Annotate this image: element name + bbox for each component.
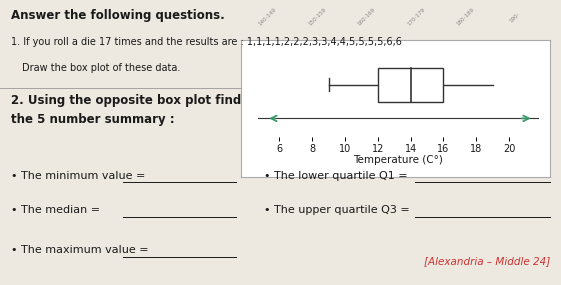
Text: • The minimum value =: • The minimum value = bbox=[11, 171, 146, 181]
Text: 150-159: 150-159 bbox=[307, 7, 327, 27]
Text: • The median =: • The median = bbox=[11, 205, 100, 215]
Text: 1. If you roll a die 17 times and the results are : 1,1,1,1,2,2,2,3,3,4,4,5,5,5,: 1. If you roll a die 17 times and the re… bbox=[11, 37, 402, 47]
Text: • The maximum value =: • The maximum value = bbox=[11, 245, 149, 255]
Text: 170-179: 170-179 bbox=[406, 7, 426, 27]
Text: 180-189: 180-189 bbox=[456, 7, 475, 27]
Text: 190-: 190- bbox=[508, 11, 521, 23]
X-axis label: Temperature (C°): Temperature (C°) bbox=[353, 155, 443, 165]
Text: 2. Using the opposite box plot find
the 5 number summary :: 2. Using the opposite box plot find the … bbox=[11, 94, 241, 126]
Text: Draw the box plot of these data.: Draw the box plot of these data. bbox=[22, 63, 181, 73]
Text: Answer the following questions.: Answer the following questions. bbox=[11, 9, 225, 22]
Text: 140-149: 140-149 bbox=[258, 7, 278, 27]
Bar bbox=[378, 68, 443, 101]
Text: • The lower quartile Q1 =: • The lower quartile Q1 = bbox=[264, 171, 407, 181]
Text: • The upper quartile Q3 =: • The upper quartile Q3 = bbox=[264, 205, 410, 215]
Text: [Alexandria – Middle 24]: [Alexandria – Middle 24] bbox=[424, 256, 550, 266]
Text: 160-169: 160-169 bbox=[357, 7, 376, 27]
